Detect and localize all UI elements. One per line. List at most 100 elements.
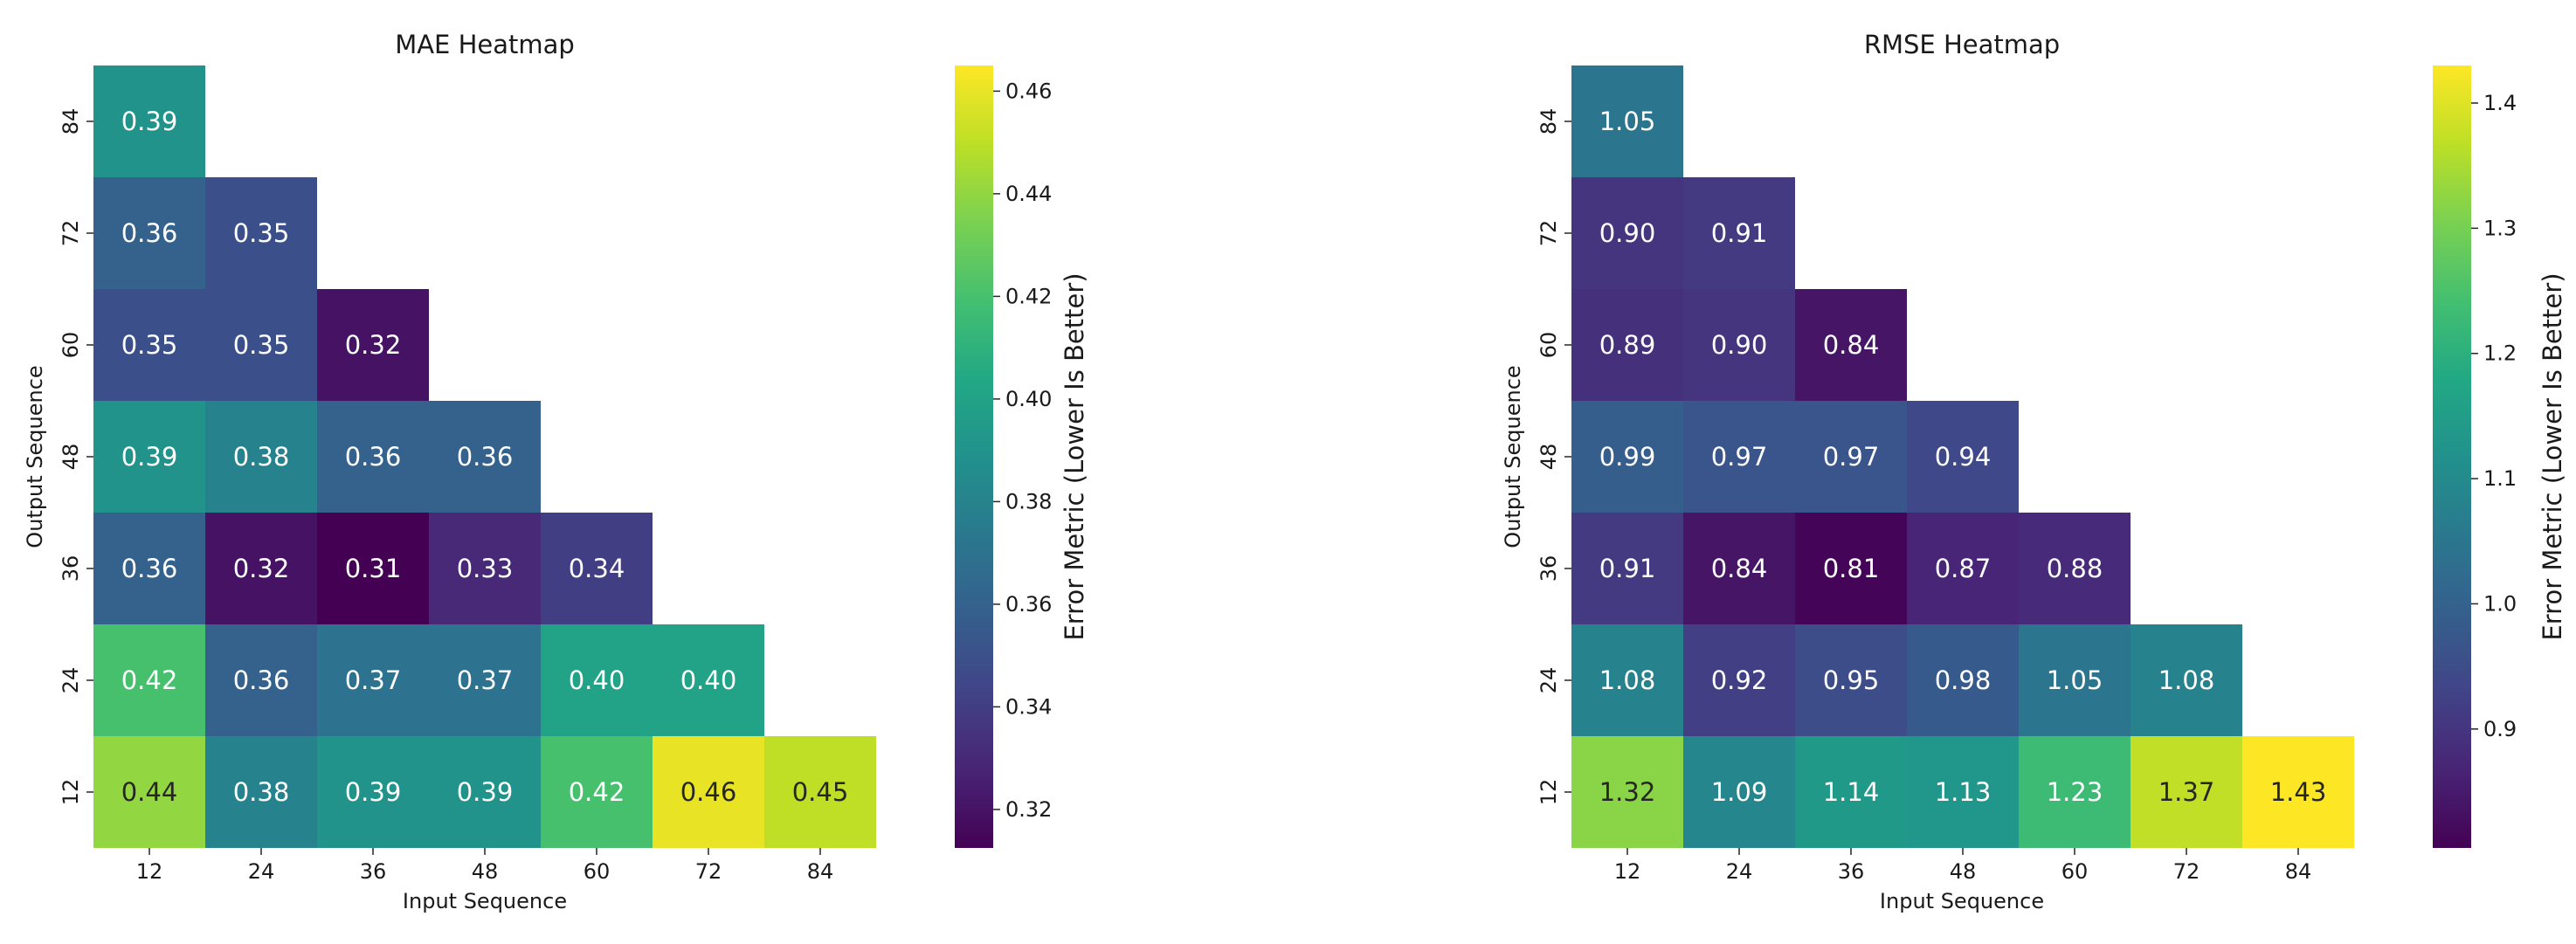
rmse-cell-in12-out72 (1571, 177, 1683, 289)
mae-cell-in12-out12 (93, 736, 205, 848)
mae-colorbar-tick-0.42: 0.42 (1005, 284, 1052, 308)
rmse-colorbar-label: Error Metric (Lower Is Better) (2538, 272, 2567, 640)
mae-ytick-label-24: 24 (59, 667, 83, 694)
rmse-cell-label-in24-out72: 0.91 (1711, 218, 1768, 248)
rmse-ytick-label-36: 36 (1537, 555, 1561, 582)
mae-cell-label-in48-out48: 0.36 (457, 442, 514, 472)
mae-xtick-label-12: 12 (136, 859, 163, 884)
rmse-cell-in84-out12 (2242, 736, 2354, 848)
mae-cell-in60-out36 (541, 513, 653, 624)
mae-ytick-label-72: 72 (59, 220, 83, 247)
mae-cell-in36-out12 (317, 736, 429, 848)
mae-cell-in12-out84 (93, 65, 205, 177)
mae-cell-label-in12-out48: 0.39 (121, 442, 178, 472)
rmse-cell-label-in60-out36: 0.88 (2047, 554, 2103, 583)
rmse-cell-label-in12-out24: 1.08 (1599, 665, 1656, 695)
mae-cell-in24-out72 (205, 177, 317, 289)
mae-ytick-label-60: 60 (59, 332, 83, 359)
rmse-cell-in12-out36 (1571, 513, 1683, 624)
mae-cell-in12-out60 (93, 289, 205, 401)
mae-xtick-label-36: 36 (360, 859, 387, 884)
rmse-cell-in12-out48 (1571, 401, 1683, 513)
rmse-xtick-label-24: 24 (1726, 859, 1753, 884)
rmse-xtick-label-60: 60 (2061, 859, 2089, 884)
rmse-cell-label-in24-out24: 0.92 (1711, 665, 1768, 695)
rmse-cell-label-in72-out24: 1.08 (2158, 665, 2215, 695)
mae-title: MAE Heatmap (395, 30, 575, 59)
mae-cell-label-in48-out36: 0.33 (457, 554, 514, 583)
mae-cell-label-in60-out12: 0.42 (569, 777, 625, 807)
mae-ytick-label-84: 84 (59, 108, 83, 135)
mae-xtick-label-48: 48 (472, 859, 499, 884)
rmse-cell-label-in24-out36: 0.84 (1711, 554, 1768, 583)
rmse-cell-in48-out12 (1907, 736, 2019, 848)
rmse-cell-label-in24-out60: 0.90 (1711, 330, 1768, 360)
rmse-cell-label-in84-out12: 1.43 (2270, 777, 2327, 807)
rmse-cell-label-in48-out12: 1.13 (1935, 777, 1992, 807)
mae-cell-in12-out36 (93, 513, 205, 624)
mae-cell-label-in24-out36: 0.32 (233, 554, 290, 583)
rmse-cell-label-in60-out24: 1.05 (2047, 665, 2103, 695)
mae-cell-label-in12-out60: 0.35 (121, 330, 178, 360)
rmse-cell-label-in48-out48: 0.94 (1935, 442, 1992, 472)
mae-colorbar-tick-0.46: 0.46 (1005, 79, 1052, 103)
mae-colorbar-tick-0.38: 0.38 (1005, 489, 1052, 513)
mae-xlabel: Input Sequence (403, 889, 567, 913)
rmse-colorbar-tick-1.2: 1.2 (2483, 341, 2517, 366)
mae-ytick-label-12: 12 (59, 779, 83, 806)
mae-colorbar-label: Error Metric (Lower Is Better) (1060, 272, 1089, 640)
rmse-cell-in48-out36 (1907, 513, 2019, 624)
mae-ylabel: Output Sequence (23, 365, 47, 548)
rmse-cell-in36-out48 (1795, 401, 1907, 513)
rmse-title: RMSE Heatmap (1864, 30, 2060, 59)
mae-cell-in36-out60 (317, 289, 429, 401)
rmse-xtick-label-12: 12 (1614, 859, 1641, 884)
rmse-cell-label-in36-out36: 0.81 (1823, 554, 1880, 583)
rmse-cell-in24-out24 (1683, 624, 1795, 736)
rmse-ytick-label-12: 12 (1537, 779, 1561, 806)
rmse-cell-in60-out12 (2019, 736, 2131, 848)
mae-cell-label-in12-out24: 0.42 (121, 665, 178, 695)
mae-xtick-label-84: 84 (807, 859, 834, 884)
rmse-cell-in72-out12 (2131, 736, 2242, 848)
rmse-cell-label-in24-out12: 1.09 (1711, 777, 1768, 807)
mae-ytick-label-48: 48 (59, 444, 83, 471)
mae-cell-label-in48-out24: 0.37 (457, 665, 514, 695)
mae-colorbar-tick-0.44: 0.44 (1005, 182, 1052, 206)
mae-cell-label-in60-out24: 0.40 (569, 665, 625, 695)
mae-cell-in36-out48 (317, 401, 429, 513)
rmse-cell-label-in24-out48: 0.97 (1711, 442, 1768, 472)
mae-colorbar-tick-0.34: 0.34 (1005, 694, 1052, 719)
rmse-cell-in60-out36 (2019, 513, 2131, 624)
rmse-cell-label-in36-out48: 0.97 (1823, 442, 1880, 472)
mae-xtick-label-60: 60 (584, 859, 611, 884)
mae-cell-label-in84-out12: 0.45 (792, 777, 849, 807)
mae-cell-label-in36-out12: 0.39 (345, 777, 402, 807)
mae-cell-label-in24-out60: 0.35 (233, 330, 290, 360)
rmse-cell-label-in48-out36: 0.87 (1935, 554, 1992, 583)
mae-cell-label-in24-out24: 0.36 (233, 665, 290, 695)
rmse-colorbar-tick-1.4: 1.4 (2483, 91, 2517, 115)
mae-cell-in72-out24 (653, 624, 764, 736)
mae-cell-label-in24-out72: 0.35 (233, 218, 290, 248)
mae-cell-label-in72-out24: 0.40 (680, 665, 737, 695)
rmse-xtick-label-36: 36 (1838, 859, 1865, 884)
mae-cell-in48-out36 (429, 513, 541, 624)
rmse-cell-in24-out60 (1683, 289, 1795, 401)
rmse-cell-label-in12-out60: 0.89 (1599, 330, 1656, 360)
mae-cell-in12-out24 (93, 624, 205, 736)
mae-heatmap-panel: MAE Heatmap Input Sequence Output Sequen… (23, 30, 1089, 913)
mae-cell-in48-out48 (429, 401, 541, 513)
mae-cell-label-in24-out12: 0.38 (233, 777, 290, 807)
mae-xtick-label-24: 24 (248, 859, 275, 884)
mae-cell-in24-out60 (205, 289, 317, 401)
mae-cell-in24-out12 (205, 736, 317, 848)
mae-colorbar (955, 65, 993, 848)
rmse-ylabel: Output Sequence (1501, 365, 1525, 548)
rmse-cell-label-in36-out60: 0.84 (1823, 330, 1880, 360)
rmse-heatmap-panel: RMSE Heatmap Input Sequence Output Seque… (1501, 30, 2567, 913)
rmse-colorbar-tick-1.0: 1.0 (2483, 591, 2517, 616)
mae-cell-label-in12-out84: 0.39 (121, 107, 178, 136)
